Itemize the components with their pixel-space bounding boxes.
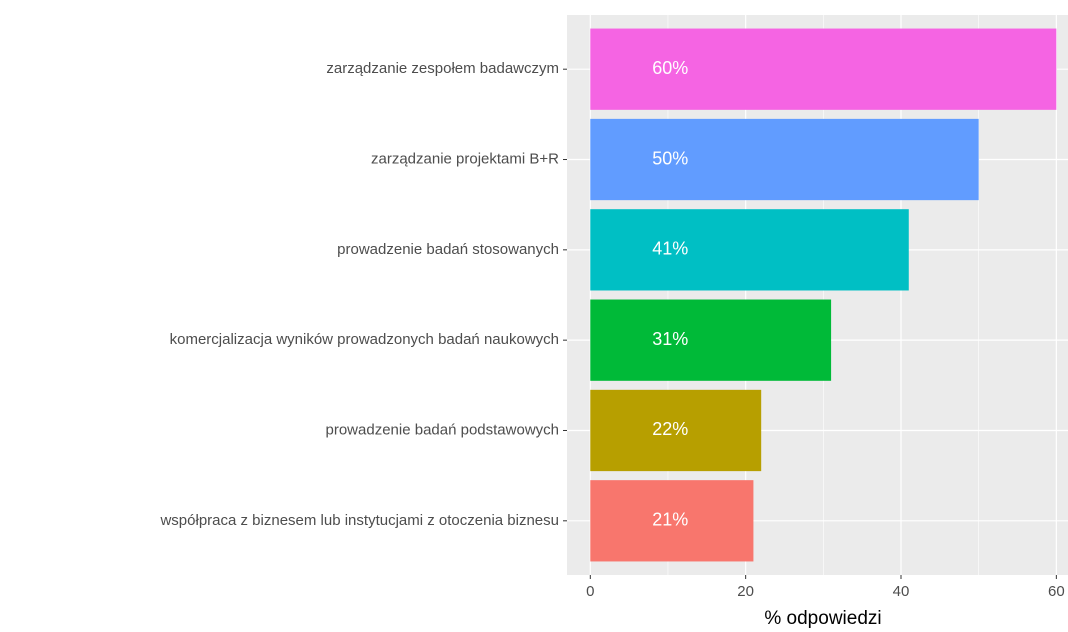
y-tick-label: zarządzanie projektami B+R (371, 150, 559, 167)
y-tick-label: prowadzenie badań stosowanych (337, 241, 559, 258)
y-tick-label: zarządzanie zespołem badawczym (326, 60, 559, 77)
y-tick-label: komercjalizacja wyników prowadzonych bad… (170, 331, 559, 348)
value-label: 21% (652, 510, 688, 530)
value-label: 50% (652, 148, 688, 168)
value-label: 22% (652, 419, 688, 439)
value-label: 60% (652, 58, 688, 78)
x-tick-label: 20 (737, 583, 754, 600)
value-label: 31% (652, 329, 688, 349)
x-tick-label: 40 (893, 583, 910, 600)
y-tick-label: prowadzenie badań podstawowych (326, 421, 560, 438)
bar (590, 299, 832, 381)
y-tick-label: współpraca z biznesem lub instytucjami z… (159, 512, 559, 529)
bar (590, 28, 1057, 110)
bar (590, 209, 909, 291)
x-axis-title: % odpowiedzi (764, 608, 881, 629)
x-tick-label: 60 (1048, 583, 1065, 600)
value-label: 41% (652, 239, 688, 259)
bar (590, 480, 754, 562)
x-tick-label: 0 (586, 583, 594, 600)
bar (590, 389, 762, 472)
bar (590, 118, 979, 201)
